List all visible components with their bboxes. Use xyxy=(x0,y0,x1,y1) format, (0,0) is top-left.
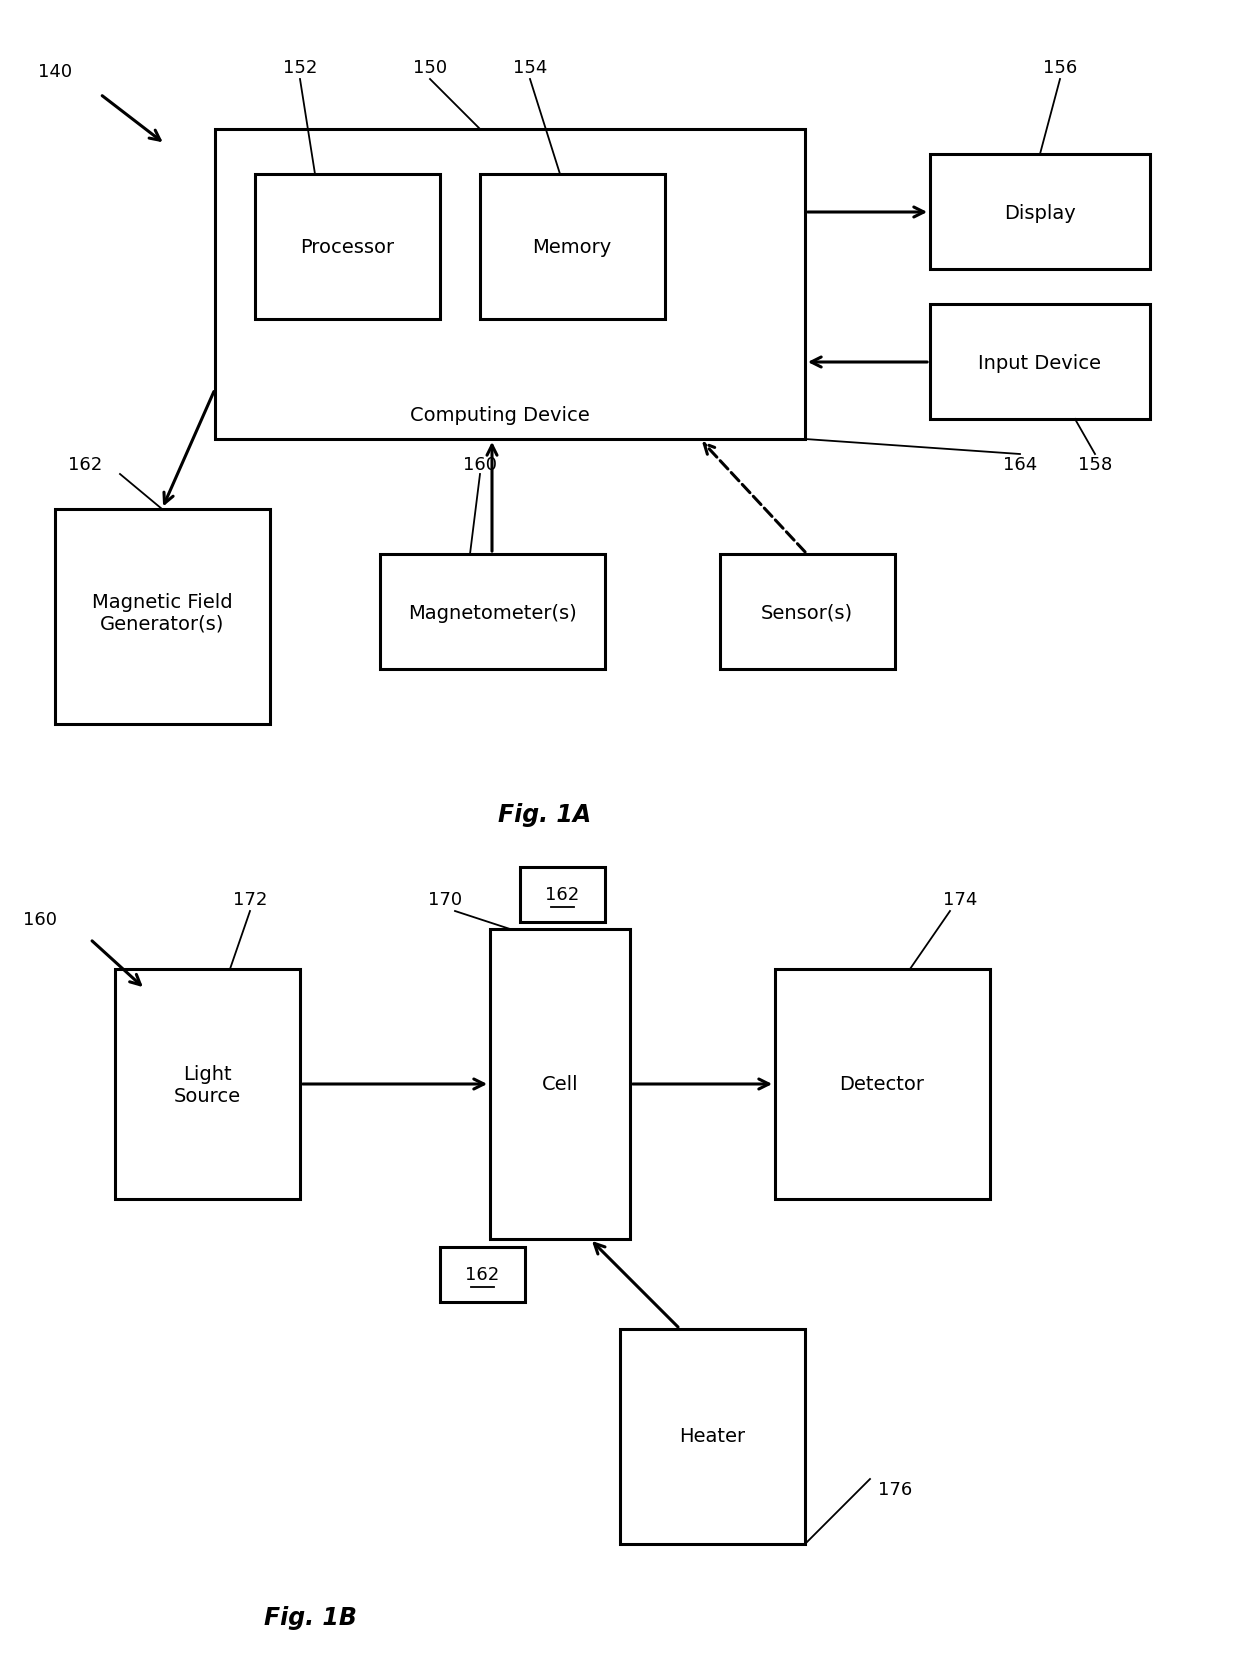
Text: 156: 156 xyxy=(1043,59,1078,77)
Text: Sensor(s): Sensor(s) xyxy=(761,604,853,622)
Text: 162: 162 xyxy=(546,887,579,903)
Text: 172: 172 xyxy=(233,890,267,908)
Text: Detector: Detector xyxy=(839,1074,925,1094)
Text: 174: 174 xyxy=(942,890,977,908)
Bar xyxy=(379,555,605,669)
Text: 158: 158 xyxy=(1078,455,1112,473)
Bar xyxy=(930,304,1149,420)
Text: Heater: Heater xyxy=(680,1427,745,1445)
Text: Input Device: Input Device xyxy=(978,353,1101,373)
Bar xyxy=(115,969,300,1200)
Text: 154: 154 xyxy=(513,59,547,77)
Text: Display: Display xyxy=(1004,204,1076,223)
Text: 140: 140 xyxy=(38,64,72,80)
Text: 162: 162 xyxy=(465,1266,500,1283)
Text: Light
Source: Light Source xyxy=(174,1064,241,1104)
Text: 150: 150 xyxy=(413,59,448,77)
Bar xyxy=(520,868,605,922)
Text: Magnetometer(s): Magnetometer(s) xyxy=(408,604,577,622)
Text: Fig. 1B: Fig. 1B xyxy=(264,1604,356,1630)
Text: 164: 164 xyxy=(1003,455,1037,473)
Text: Processor: Processor xyxy=(300,238,394,256)
Bar xyxy=(775,969,990,1200)
Text: Magnetic Field
Generator(s): Magnetic Field Generator(s) xyxy=(92,592,232,632)
Text: Memory: Memory xyxy=(532,238,611,256)
Bar xyxy=(255,176,440,320)
Bar xyxy=(440,1248,525,1302)
Text: 176: 176 xyxy=(878,1481,913,1497)
Text: 162: 162 xyxy=(68,455,102,473)
Text: 152: 152 xyxy=(283,59,317,77)
Bar xyxy=(55,510,270,724)
Bar xyxy=(490,930,630,1240)
Text: 170: 170 xyxy=(428,890,463,908)
Text: 160: 160 xyxy=(463,455,497,473)
Text: Fig. 1A: Fig. 1A xyxy=(498,803,591,826)
Text: Computing Device: Computing Device xyxy=(410,405,590,425)
Bar xyxy=(930,156,1149,269)
Text: 160: 160 xyxy=(24,910,57,929)
Bar xyxy=(620,1330,805,1544)
Bar xyxy=(215,130,805,440)
Bar xyxy=(720,555,895,669)
Text: Cell: Cell xyxy=(542,1074,578,1094)
Bar xyxy=(480,176,665,320)
